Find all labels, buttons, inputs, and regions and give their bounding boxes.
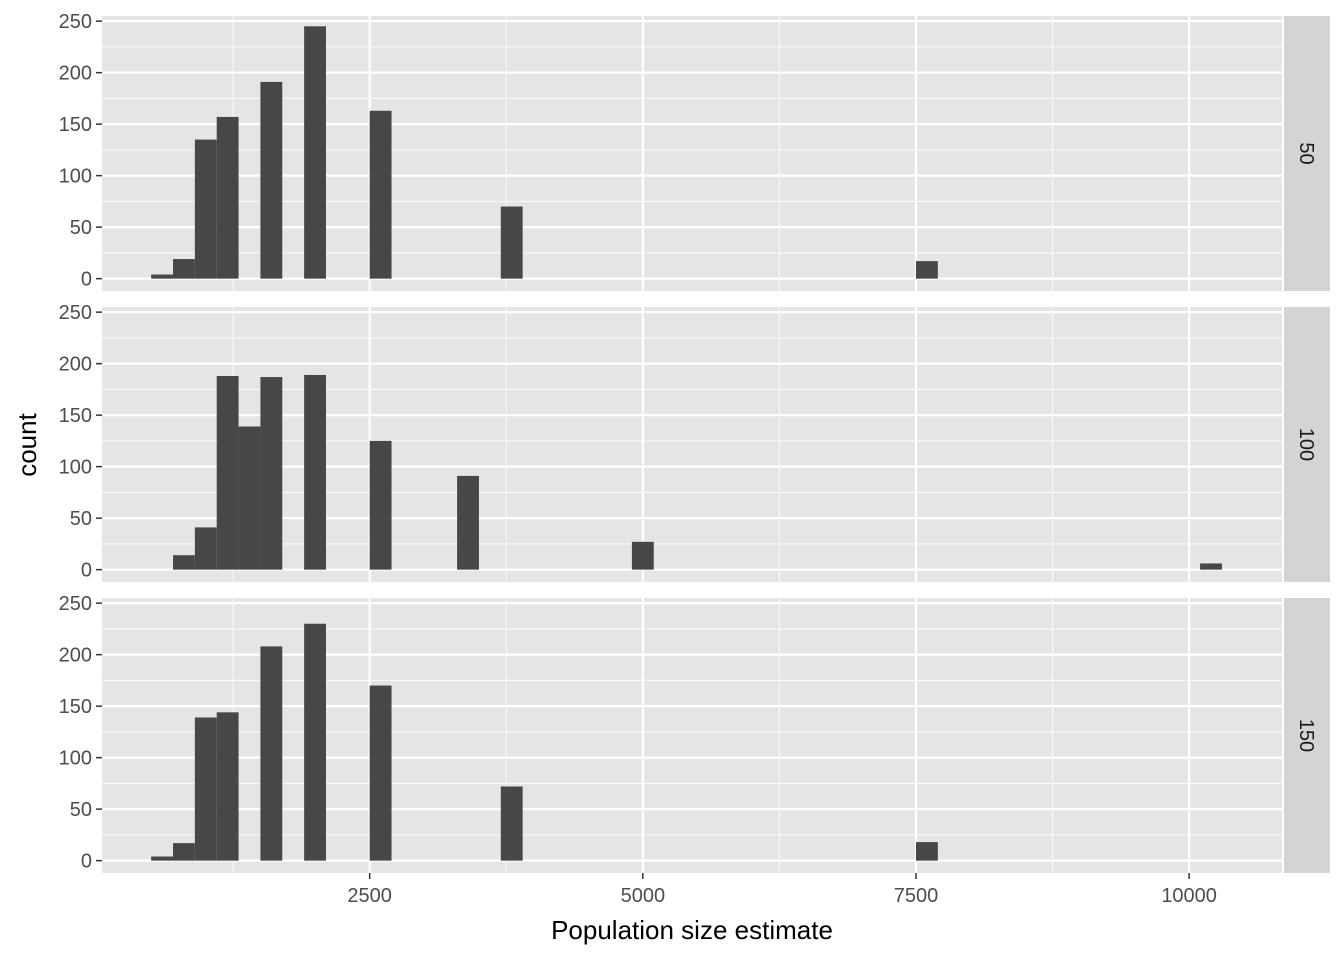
y-tick-label: 50 [70, 799, 92, 821]
histogram-bar [304, 623, 326, 861]
histogram-bar [915, 842, 938, 861]
histogram-bar [260, 81, 283, 279]
facet-panel-100: 0 50 100 150 200 250 100 [59, 302, 1330, 582]
facet-strip [1284, 598, 1330, 873]
y-tick-label: 200 [59, 645, 92, 667]
y-tick-label: 100 [59, 748, 92, 770]
histogram-bar [500, 786, 523, 861]
histogram-bar [238, 426, 261, 570]
histogram-bar [457, 475, 479, 570]
histogram-bar [1200, 563, 1222, 570]
x-tick-label: 5000 [621, 885, 666, 907]
histogram-bar [500, 206, 523, 279]
facet-strip [1284, 307, 1330, 582]
histogram-bar [369, 440, 392, 570]
y-tick-label: 200 [59, 63, 92, 85]
histogram-bar [216, 376, 239, 570]
histogram-bar [216, 116, 239, 279]
y-tick-label: 100 [59, 166, 92, 188]
y-tick-label: 50 [70, 217, 92, 239]
y-tick-label: 150 [59, 114, 92, 136]
histogram-bar [173, 843, 195, 861]
y-tick-label: 0 [81, 269, 92, 291]
histogram-bar [151, 856, 174, 861]
histogram-bar [173, 555, 195, 570]
y-tick-label: 250 [59, 11, 92, 33]
facet-panel-50: 0 50 100 150 200 250 50 [59, 11, 1330, 291]
facet-strip-label: 50 [1295, 142, 1317, 164]
y-tick-label: 250 [59, 593, 92, 615]
histogram-bar [194, 717, 217, 861]
histogram-bar [260, 646, 283, 861]
histogram-bar [151, 274, 174, 279]
histogram-bar [369, 110, 392, 279]
y-tick-label: 0 [81, 560, 92, 582]
y-tick-label: 150 [59, 696, 92, 718]
y-tick-label: 50 [70, 508, 92, 530]
x-axis-title: Population size estimate [551, 915, 833, 945]
facet-strip [1284, 16, 1330, 291]
x-tick-label: 7500 [894, 885, 939, 907]
histogram-bar [631, 541, 654, 570]
x-tick-label: 10000 [1161, 885, 1217, 907]
panel-background [102, 307, 1282, 582]
y-tick-label: 100 [59, 457, 92, 479]
panel-background [102, 16, 1282, 291]
y-tick-label: 150 [59, 405, 92, 427]
histogram-bar [216, 712, 239, 861]
y-tick-label: 200 [59, 354, 92, 376]
histogram-bar [304, 26, 326, 279]
x-tick-label: 2500 [347, 885, 392, 907]
histogram-bar [304, 374, 326, 570]
histogram-bar [369, 685, 392, 861]
y-axis-title: count [12, 412, 42, 476]
y-tick-label: 250 [59, 302, 92, 324]
histogram-bar [173, 259, 195, 279]
facet-strip-label: 150 [1295, 719, 1317, 752]
y-tick-label: 0 [81, 851, 92, 873]
panel-background [102, 598, 1282, 873]
facet-panel-150: 0 50 100 150 200 250 150 [59, 593, 1330, 873]
histogram-bar [915, 261, 938, 279]
histogram-bar [194, 527, 217, 570]
histogram-bar [260, 377, 283, 570]
histogram-bar [194, 139, 217, 279]
facet-strip-label: 100 [1295, 428, 1317, 461]
